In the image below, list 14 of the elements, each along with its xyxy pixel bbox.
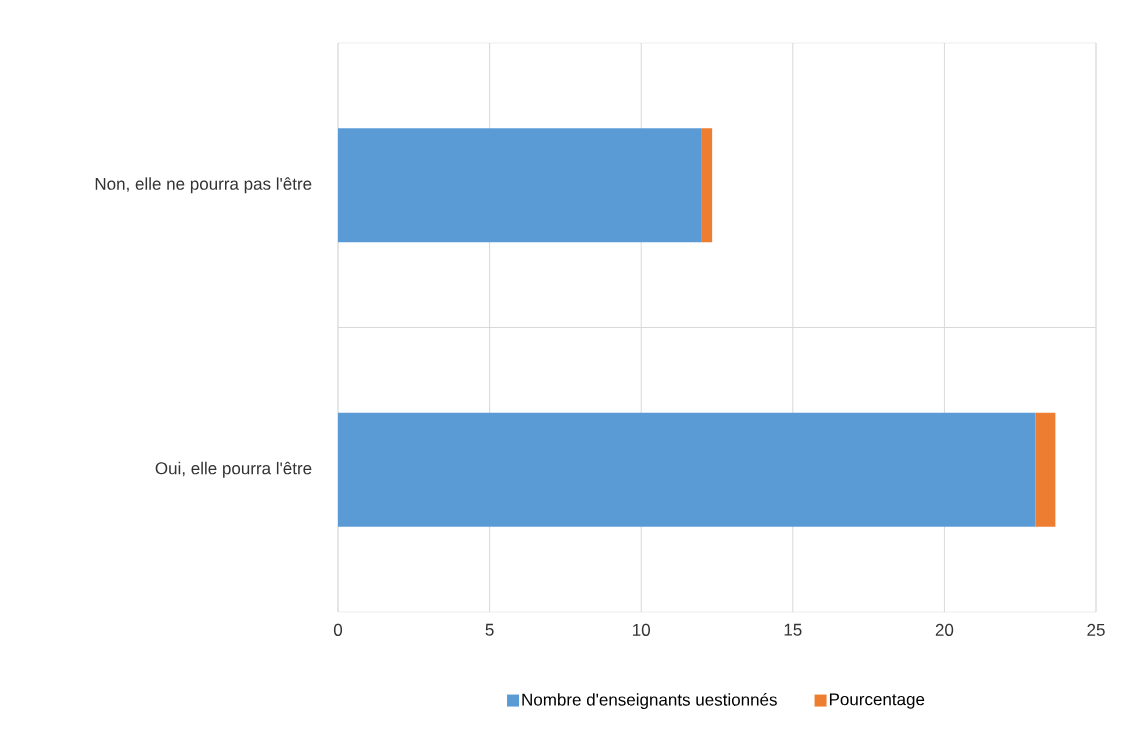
legend-label: Pourcentage bbox=[829, 693, 925, 709]
x-tick-label: 20 bbox=[935, 623, 954, 636]
y-tick-label: Oui, elle pourra l'être bbox=[155, 461, 312, 478]
x-tick-label: 25 bbox=[1087, 623, 1105, 636]
x-tick-label: 5 bbox=[485, 623, 494, 636]
legend-label: Nombre d'enseignants uestionnés bbox=[522, 693, 777, 710]
x-tick-label: 15 bbox=[784, 623, 802, 636]
bar bbox=[338, 128, 702, 243]
bar bbox=[338, 412, 1036, 527]
y-tick-label: Non, elle ne pourra pas l'être bbox=[95, 177, 312, 194]
x-tick-label: 10 bbox=[633, 623, 650, 636]
bar bbox=[1035, 412, 1056, 527]
bar bbox=[701, 128, 713, 243]
x-tick-label: 0 bbox=[333, 623, 343, 636]
